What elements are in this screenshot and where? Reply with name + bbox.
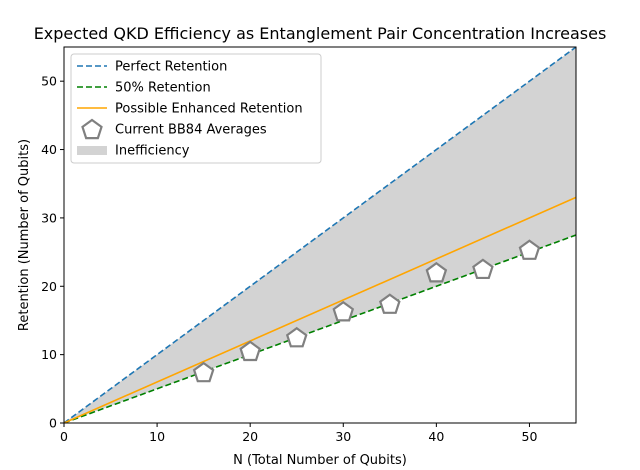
legend-label: Inefficiency — [115, 144, 190, 159]
legend: Perfect Retention 50% Retention Possible E… — [70, 53, 322, 164]
legend-label: Possible Enhanced Retention — [115, 102, 303, 117]
legend-box — [70, 53, 322, 164]
bb84-point — [518, 239, 541, 260]
x-tick-label: 0 — [60, 429, 68, 444]
y-tick-label: 0 — [49, 416, 57, 431]
axes-frame — [63, 46, 577, 424]
x-tick-label: 20 — [242, 429, 258, 444]
x-tick-label: 30 — [335, 429, 351, 444]
y-tick-label: 50 — [41, 74, 57, 89]
y-tick-label: 10 — [41, 347, 57, 362]
pentagon-marker-icon — [81, 118, 103, 140]
y-tick-label: 30 — [41, 210, 57, 225]
y-axis-label: Retention (Number of Qubits) — [17, 139, 32, 331]
x-axis-label: N (Total Number of Qubits) — [233, 453, 407, 468]
x-tick-label: 40 — [428, 429, 444, 444]
legend-fill-swatch — [77, 146, 107, 155]
perfect-retention-line — [64, 47, 576, 423]
bb84-point — [332, 300, 355, 322]
bb84-point — [192, 361, 215, 383]
enhanced-retention-line — [64, 196, 576, 423]
chart-title: Expected QKD Efficiency as Entanglement … — [34, 24, 607, 43]
x-tick-label: 10 — [149, 429, 165, 444]
x-tick-label: 50 — [522, 429, 538, 444]
legend-label: Perfect Retention — [115, 60, 227, 75]
bb84-point — [472, 258, 494, 280]
y-tick-label: 20 — [41, 279, 57, 294]
legend-label: 50% Retention — [115, 81, 211, 96]
plot-area: 0 10 20 30 40 50 0 10 20 30 40 50 — [41, 46, 577, 444]
bb84-point — [239, 340, 261, 362]
bb84-point — [379, 293, 401, 314]
legend-label: Current BB84 Averages — [115, 123, 267, 138]
y-tick-label: 40 — [41, 142, 57, 157]
bb84-point — [285, 326, 308, 348]
bb84-point — [425, 261, 448, 283]
